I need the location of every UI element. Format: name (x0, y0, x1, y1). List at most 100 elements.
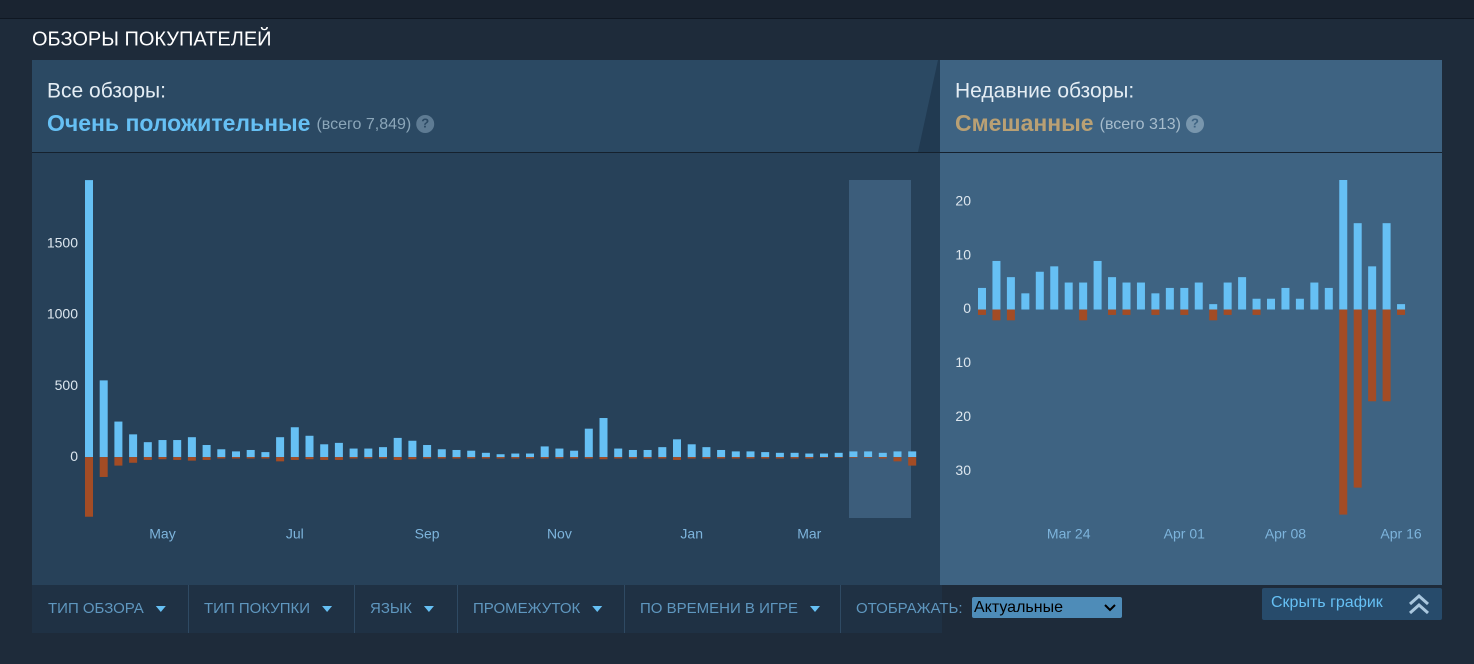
bar (878, 452, 887, 458)
bar (1238, 277, 1247, 310)
bar (1223, 309, 1232, 315)
filter-item[interactable]: ПРОМЕЖУТОК (473, 600, 580, 617)
bar (643, 457, 652, 459)
y-tick-label: 30 (955, 462, 971, 478)
bar (349, 457, 358, 459)
bar (320, 444, 329, 458)
bar (878, 457, 887, 459)
bar (158, 457, 167, 460)
bar (526, 453, 534, 458)
toggle-button[interactable] (1262, 588, 1442, 620)
filter-item[interactable]: ПО ВРЕМЕНИ В ИГРЕ (640, 600, 798, 617)
bar (467, 450, 476, 458)
bar (673, 439, 681, 458)
bar (673, 457, 681, 460)
bar (261, 457, 270, 459)
bar (290, 427, 299, 458)
bar (246, 449, 255, 458)
bar (849, 457, 858, 458)
bar (129, 434, 138, 458)
bar (761, 457, 770, 459)
bar (143, 442, 152, 458)
bar (246, 457, 255, 459)
bar (232, 457, 240, 459)
bar (85, 457, 93, 517)
bar (217, 457, 226, 459)
bar (143, 457, 152, 460)
filter-arrow[interactable] (155, 606, 166, 612)
bar (702, 447, 711, 458)
summary-rating: Смешанные (955, 110, 1094, 136)
bar (864, 451, 873, 458)
bar (746, 451, 755, 458)
y-tick-label: 0 (70, 448, 78, 464)
bar (202, 445, 211, 458)
bar (1151, 293, 1160, 310)
bar (99, 457, 108, 477)
bar (1382, 223, 1391, 310)
bar (584, 457, 593, 459)
bar (379, 457, 387, 459)
bar (158, 440, 167, 458)
bar (1339, 180, 1348, 310)
bar (437, 449, 446, 458)
bar (978, 309, 986, 315)
filter-arrow[interactable] (423, 606, 434, 612)
filter-item[interactable]: ТИП ОБЗОРА (48, 600, 144, 617)
bar (1064, 282, 1073, 310)
bar (290, 457, 299, 460)
filter-item[interactable]: ТИП ПОКУПКИ (204, 600, 310, 617)
bar (364, 448, 373, 458)
x-tick-label: Apr 01 (1164, 526, 1205, 542)
bar (978, 287, 986, 310)
display-select[interactable] (972, 597, 1122, 618)
filter-bar (32, 585, 942, 633)
bar (1295, 298, 1304, 310)
help-icon[interactable] (1186, 115, 1205, 133)
select-chevron[interactable] (1104, 604, 1116, 612)
bar (687, 457, 696, 459)
bar (790, 457, 799, 459)
section-title: ОБЗОРЫ ПОКУПАТЕЛЕЙ (32, 26, 272, 50)
bar (437, 457, 446, 459)
bar (393, 457, 402, 460)
bar (1079, 309, 1088, 321)
toggle-label[interactable]: Скрыть график (1271, 594, 1384, 611)
help-mark[interactable]: ? (1191, 115, 1199, 130)
bar (1223, 282, 1232, 310)
bar (834, 457, 843, 458)
help-icon[interactable] (416, 115, 435, 133)
filter-arrow[interactable] (322, 606, 333, 612)
filter-arrow[interactable] (810, 606, 820, 612)
bar (717, 449, 726, 458)
bar (1006, 309, 1015, 321)
bar (1035, 271, 1044, 310)
filter-item[interactable]: ЯЗЫК (370, 600, 412, 617)
bar (423, 457, 432, 459)
bar (1281, 287, 1290, 310)
filter-arrow[interactable] (592, 606, 603, 612)
bar (643, 449, 652, 458)
bar (276, 437, 285, 458)
summary-total: (всего 7,849) (316, 116, 411, 133)
bar (908, 457, 917, 466)
y-tick-label: 1000 (47, 306, 78, 322)
bar (1136, 282, 1145, 310)
bar (1353, 309, 1362, 488)
bar (481, 457, 490, 459)
collapse-icon[interactable] (1409, 602, 1429, 615)
bar (393, 437, 402, 458)
bar (775, 457, 784, 459)
bar (364, 457, 373, 459)
bar (820, 457, 828, 458)
bar (1194, 282, 1203, 310)
summary-line: Очень положительные (всего 7,849) (47, 110, 411, 136)
bar (452, 457, 461, 459)
top-strip (0, 0, 1474, 18)
bar (614, 448, 623, 458)
collapse-icon[interactable] (1409, 593, 1429, 606)
bar (1180, 287, 1189, 310)
display-value[interactable]: Актуальные (974, 599, 1063, 616)
help-mark[interactable]: ? (421, 115, 429, 130)
x-tick-label: May (149, 526, 175, 542)
